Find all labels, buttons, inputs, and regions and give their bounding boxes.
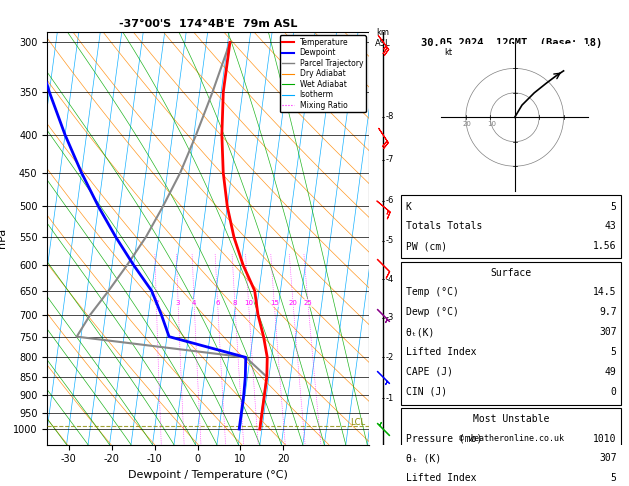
Text: LCL: LCL xyxy=(350,418,365,427)
X-axis label: Dewpoint / Temperature (°C): Dewpoint / Temperature (°C) xyxy=(128,470,288,480)
Text: Temp (°C): Temp (°C) xyxy=(406,287,459,297)
Text: 2: 2 xyxy=(154,300,159,306)
Text: 6: 6 xyxy=(215,300,220,306)
Text: 15: 15 xyxy=(270,300,279,306)
Text: θₜ (K): θₜ (K) xyxy=(406,453,441,464)
Text: 9.7: 9.7 xyxy=(599,307,616,317)
Text: 14.5: 14.5 xyxy=(593,287,616,297)
Text: Most Unstable: Most Unstable xyxy=(473,414,549,424)
Y-axis label: hPa: hPa xyxy=(0,228,8,248)
Text: Pressure (mb): Pressure (mb) xyxy=(406,434,482,444)
Text: PW (cm): PW (cm) xyxy=(406,242,447,251)
Text: Totals Totals: Totals Totals xyxy=(406,222,482,231)
Text: -2: -2 xyxy=(385,353,394,362)
Text: 49: 49 xyxy=(605,367,616,377)
Text: 30.05.2024  12GMT  (Base: 18): 30.05.2024 12GMT (Base: 18) xyxy=(421,38,602,48)
Text: -5: -5 xyxy=(385,236,394,245)
Legend: Temperature, Dewpoint, Parcel Trajectory, Dry Adiabat, Wet Adiabat, Isotherm, Mi: Temperature, Dewpoint, Parcel Trajectory… xyxy=(280,35,365,112)
Text: 307: 307 xyxy=(599,327,616,337)
Text: Lifted Index: Lifted Index xyxy=(406,473,476,483)
Text: -8: -8 xyxy=(385,112,394,121)
Text: K: K xyxy=(406,202,411,212)
Text: 5: 5 xyxy=(611,473,616,483)
Text: -1: -1 xyxy=(385,394,394,402)
Text: 5: 5 xyxy=(611,347,616,357)
Text: 0: 0 xyxy=(611,386,616,397)
Text: θₜ(K): θₜ(K) xyxy=(406,327,435,337)
Text: 3: 3 xyxy=(176,300,181,306)
Text: 20: 20 xyxy=(289,300,298,306)
Text: 10: 10 xyxy=(244,300,253,306)
Text: km
ASL: km ASL xyxy=(375,28,391,48)
Text: 43: 43 xyxy=(605,222,616,231)
Text: Lifted Index: Lifted Index xyxy=(406,347,476,357)
Text: -7: -7 xyxy=(385,155,394,164)
Title: -37°00'S  174°4B'E  79m ASL: -37°00'S 174°4B'E 79m ASL xyxy=(119,19,298,30)
Text: 307: 307 xyxy=(599,453,616,464)
Bar xyxy=(401,261,621,405)
Bar xyxy=(401,195,621,259)
Text: 25: 25 xyxy=(304,300,313,306)
Text: 1.56: 1.56 xyxy=(593,242,616,251)
Text: Dewp (°C): Dewp (°C) xyxy=(406,307,459,317)
Text: 5: 5 xyxy=(611,202,616,212)
Text: 4: 4 xyxy=(192,300,196,306)
Text: CAPE (J): CAPE (J) xyxy=(406,367,453,377)
Text: 8: 8 xyxy=(233,300,237,306)
Text: -3: -3 xyxy=(385,313,394,322)
Bar xyxy=(401,408,621,486)
Text: -6: -6 xyxy=(385,196,394,205)
Text: CIN (J): CIN (J) xyxy=(406,386,447,397)
Text: -4: -4 xyxy=(385,275,394,284)
Text: Surface: Surface xyxy=(491,268,532,278)
Text: 1010: 1010 xyxy=(593,434,616,444)
Text: © weatheronline.co.uk: © weatheronline.co.uk xyxy=(459,434,564,443)
